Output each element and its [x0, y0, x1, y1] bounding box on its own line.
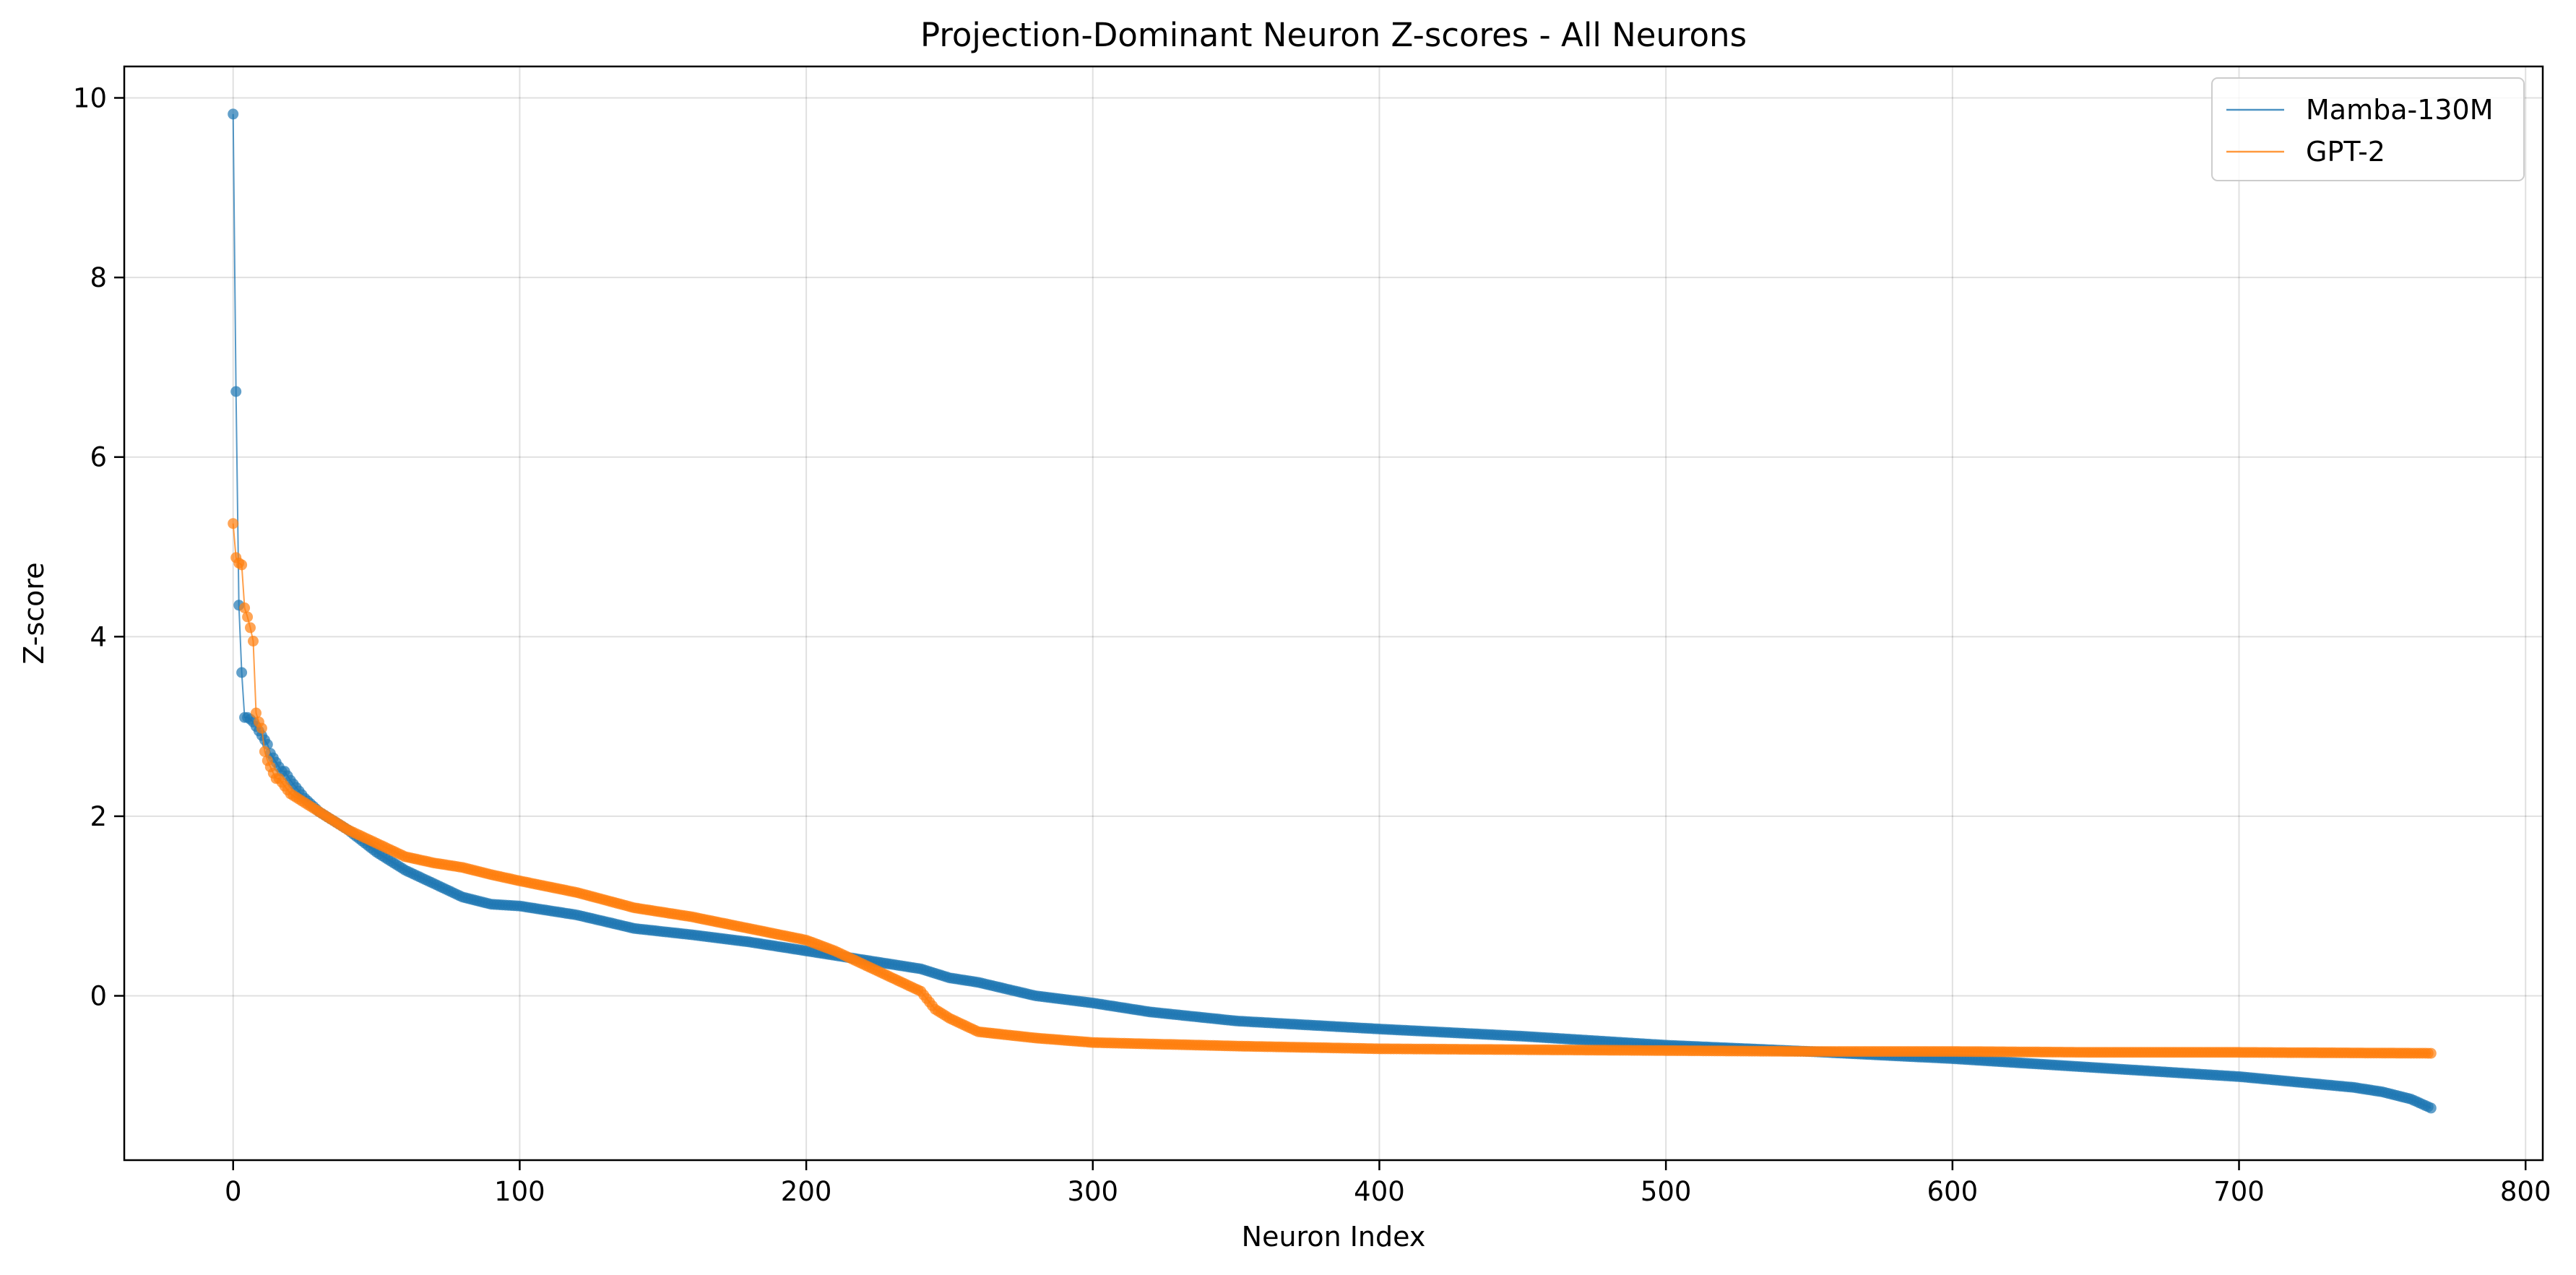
x-tick-label: 300 — [1067, 1176, 1118, 1207]
y-tick-label: 2 — [90, 801, 107, 832]
data-point — [245, 622, 256, 634]
y-tick-label: 4 — [90, 621, 107, 652]
x-tick-label: 800 — [2500, 1176, 2551, 1207]
grid-lines — [124, 66, 2543, 1160]
data-point — [242, 611, 254, 623]
plot-series — [228, 108, 2437, 1114]
x-tick-label: 400 — [1354, 1176, 1405, 1207]
data-point — [251, 707, 262, 719]
data-point — [256, 722, 267, 734]
x-axis-label: Neuron Index — [1242, 1221, 1426, 1253]
axis-ticks: 0 100 200 300 400 500 600 700 800 0 2 4 6 8 10 — [73, 83, 2551, 1207]
series-line — [232, 113, 2432, 1109]
series-0 — [228, 108, 2437, 1114]
data-point — [228, 108, 239, 120]
legend: Mamba-130M GPT-2 — [2211, 77, 2525, 181]
y-tick-label: 6 — [90, 442, 107, 473]
x-tick-label: 500 — [1641, 1176, 1692, 1207]
legend-label: GPT-2 — [2306, 136, 2385, 168]
data-point — [230, 386, 242, 397]
data-point — [236, 667, 248, 678]
series-1 — [228, 518, 2437, 1059]
legend-label: Mamba-130M — [2306, 94, 2494, 126]
plot-frame — [123, 65, 2544, 1162]
y-tick-label: 8 — [90, 262, 107, 293]
data-point — [236, 559, 248, 571]
legend-frame — [2211, 77, 2525, 181]
series-line — [232, 523, 2432, 1055]
x-tick-label: 700 — [2213, 1176, 2265, 1207]
data-point — [239, 602, 251, 613]
x-tick-label: 100 — [494, 1176, 545, 1207]
data-point — [228, 518, 239, 530]
y-axis-label: Z-score — [18, 562, 50, 664]
data-point — [248, 636, 259, 647]
y-tick-label: 10 — [73, 83, 107, 114]
x-tick-label: 200 — [781, 1176, 832, 1207]
data-point — [2425, 1102, 2437, 1114]
x-tick-label: 0 — [225, 1176, 242, 1207]
data-point — [259, 745, 270, 757]
chart-title: Projection-Dominant Neuron Z-scores - Al… — [920, 16, 1747, 54]
data-point — [2425, 1047, 2437, 1059]
y-tick-label: 0 — [90, 981, 107, 1012]
x-tick-label: 600 — [1927, 1176, 1979, 1207]
